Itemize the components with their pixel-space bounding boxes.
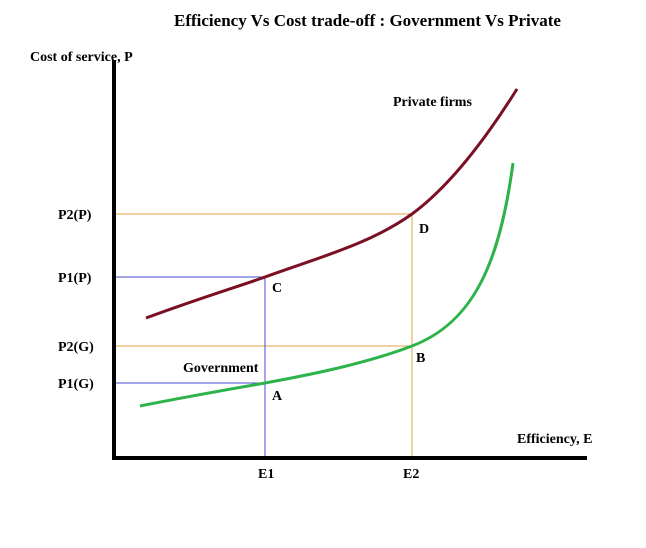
y-tick-p2p: P2(P) [58, 208, 92, 223]
x-tick-e1: E1 [258, 467, 274, 482]
diagram-title: Efficiency Vs Cost trade-off : Governmen… [174, 11, 561, 30]
y-tick-p2g: P2(G) [58, 340, 94, 355]
government-label: Government [183, 361, 259, 376]
private-firms-label: Private firms [393, 95, 472, 110]
point-label-a: A [272, 389, 283, 404]
y-tick-p1p: P1(P) [58, 271, 92, 286]
government-curve [139, 162, 515, 408]
point-label-d: D [419, 222, 429, 237]
point-label-c: C [272, 281, 282, 296]
x-tick-e2: E2 [403, 467, 419, 482]
x-axis-label: Efficiency, E [517, 432, 592, 447]
y-axis-label: Cost of service, P [30, 50, 133, 65]
private-firms-curve [145, 88, 519, 320]
point-label-b: B [416, 351, 425, 366]
y-tick-p1g: P1(G) [58, 377, 94, 392]
